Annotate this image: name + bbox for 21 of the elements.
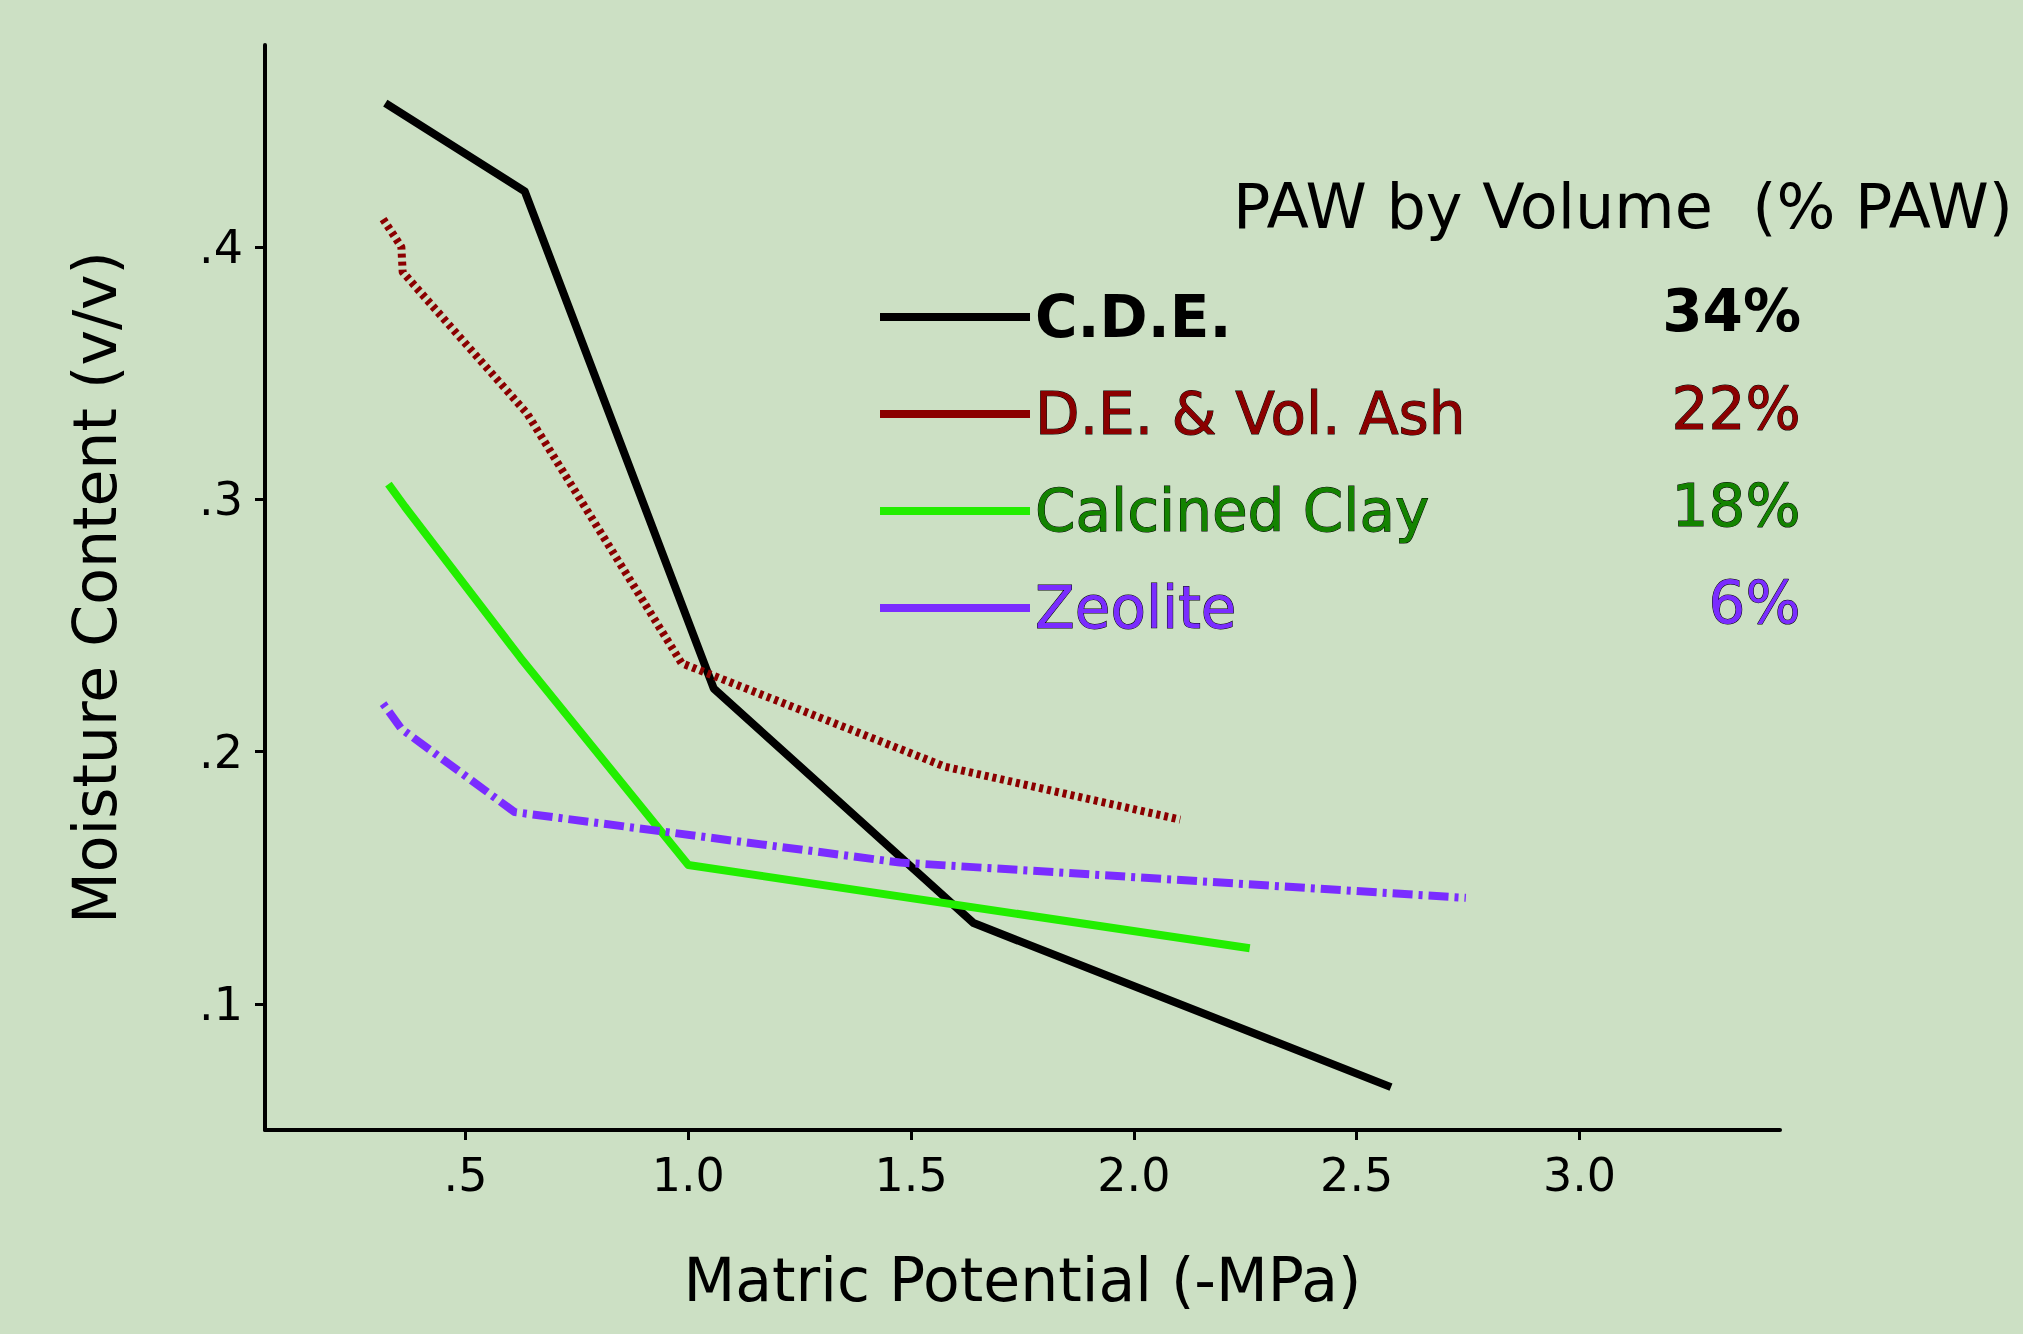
x-tick-label: 2.5 [1320,1148,1394,1202]
x-tick-label: .5 [443,1148,488,1202]
annotation: 18% [1671,471,1801,540]
x-tick-label: 2.0 [1097,1148,1171,1202]
legend-title: PAW by Volume (% PAW) [1233,169,2013,243]
y-tick-label: .2 [199,724,243,779]
y-tick-label: .4 [199,219,243,274]
legend-label: Calcined Clay [1035,477,1430,545]
x-axis-title: Matric Potential (-MPa) [683,1245,1362,1315]
y-tick-label: .3 [199,472,243,527]
annotation: 6% [1708,568,1801,637]
x-tick-label: 1.5 [874,1148,948,1202]
x-tick-label: 1.0 [651,1148,725,1202]
x-tick-label: 3.0 [1542,1148,1617,1202]
legend-label: C.D.E. [1035,283,1232,351]
y-tick-label: .1 [199,976,243,1031]
legend-label: Zeolite [1035,574,1237,642]
legend-label: D.E. & Vol. Ash [1035,380,1466,448]
y-axis-title: Moisture Content (v/v) [60,250,130,925]
annotation: 22% [1671,374,1801,443]
annotation: 34% [1662,277,1801,345]
